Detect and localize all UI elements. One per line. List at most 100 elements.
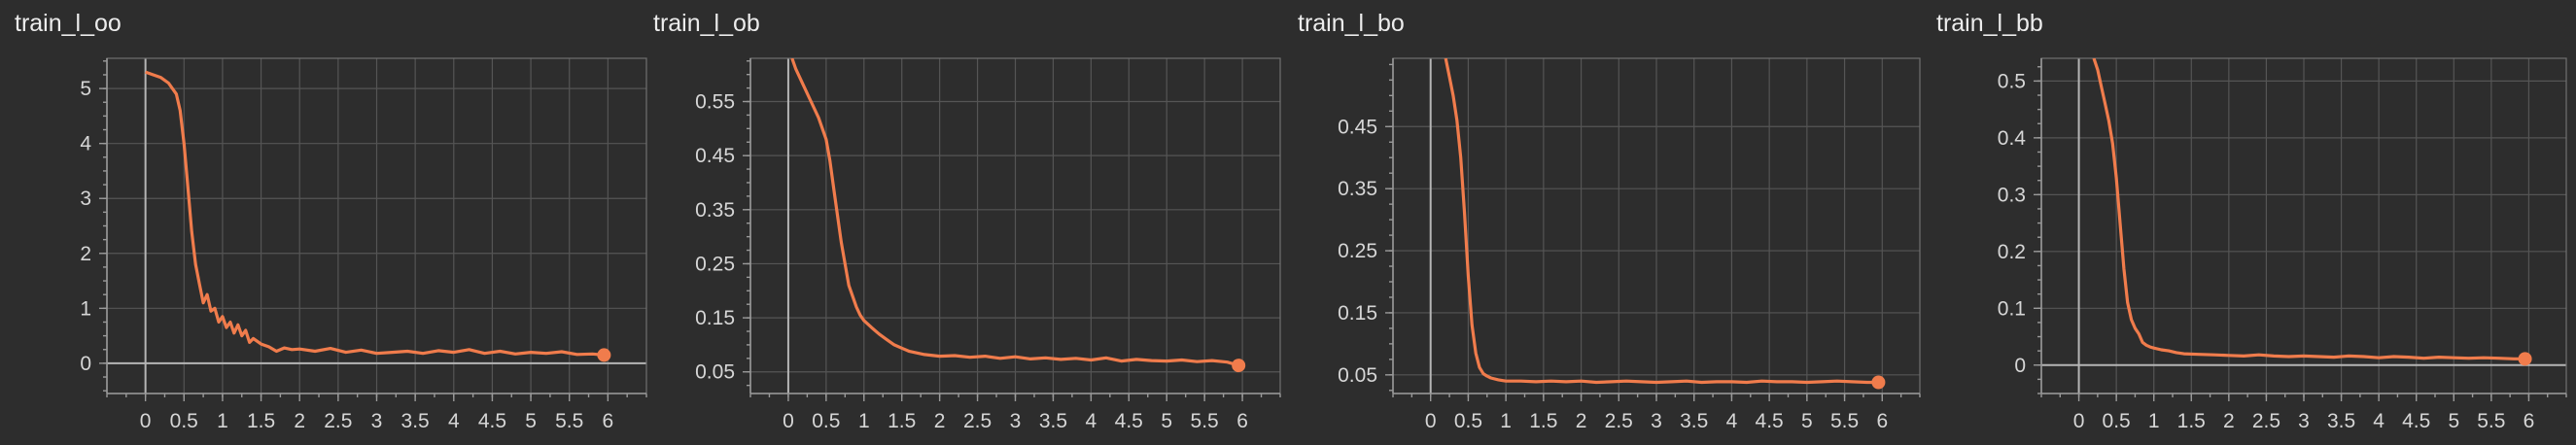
x-tick-label: 5.5 xyxy=(2477,410,2505,432)
chart-title: train_l_oo xyxy=(15,10,122,37)
line-chart-train-l-oo[interactable]: 0 0.5 1 1.5 2 2.5 3 3.5 4 4.5 5 5.5 6 0 1 2 3 4 5 xyxy=(15,0,656,445)
x-tick-label: 5.5 xyxy=(1191,410,1219,432)
x-tick-label: 4 xyxy=(1086,410,1097,432)
axes: 0 0.5 1 1.5 2 2.5 3 3.5 4 4.5 5 5.5 6 0 0.1 0.2 0.3 0.4 0.… xyxy=(1998,57,2567,432)
x-tick-label: 4 xyxy=(2373,410,2385,432)
y-tick-label: 0.05 xyxy=(1338,364,1377,387)
chart-panel-train-l-bb: train_l_bb 0 0.5 1 1.5 2 2.5 3 3.5 4 4.5 5 5.5 6 0 0.1… xyxy=(1936,0,2573,445)
x-tick-label: 3.5 xyxy=(1680,410,1708,432)
x-tick-label: 5 xyxy=(1161,410,1172,432)
x-tick-label: 4.5 xyxy=(478,410,506,432)
y-tick-label: 0.25 xyxy=(1338,240,1377,262)
y-tick-label: 1 xyxy=(80,297,91,320)
grid-lines xyxy=(1393,58,1920,394)
grid-lines xyxy=(2041,58,2566,394)
x-tick-label: 4 xyxy=(1726,410,1738,432)
series-line[interactable] xyxy=(1444,58,1879,385)
axes: 0 0.5 1 1.5 2 2.5 3 3.5 4 4.5 5 5.5 6 0.05 0.15 0.25 0.3… xyxy=(695,57,1281,432)
x-tick-label: 1 xyxy=(1500,410,1512,432)
axes: 0 0.5 1 1.5 2 2.5 3 3.5 4 4.5 5 5.5 6 0 1 2 3 4 5 xyxy=(80,57,647,432)
x-tick-label: 0 xyxy=(140,410,152,432)
chart-panel-train-l-bo: train_l_bo 0 0.5 1 1.5 2 2.5 3 3.5 4 4.5 5 5.5 6 0.05… xyxy=(1298,0,1930,445)
series-line[interactable] xyxy=(790,58,1239,367)
y-tick-label: 0.1 xyxy=(1998,297,2026,320)
x-tick-label: 6 xyxy=(2524,410,2535,432)
line-chart-train-l-ob[interactable]: 0 0.5 1 1.5 2 2.5 3 3.5 4 4.5 5 5.5 6 0.05 0.15 0.25 0.3… xyxy=(653,0,1290,445)
y-tick-label: 0 xyxy=(80,353,91,375)
x-tick-label: 2 xyxy=(934,410,946,432)
x-tick-label: 3.5 xyxy=(2327,410,2355,432)
grid-lines xyxy=(750,58,1280,394)
x-tick-label: 3 xyxy=(2298,410,2310,432)
x-tick-label: 1 xyxy=(217,410,228,432)
x-tick-label: 0 xyxy=(2073,410,2085,432)
x-tick-label: 3 xyxy=(371,410,383,432)
series-line[interactable] xyxy=(2092,58,2525,360)
y-tick-label: 5 xyxy=(80,78,91,100)
x-tick-label: 4.5 xyxy=(1115,410,1143,432)
x-tick-label: 0.5 xyxy=(2103,410,2131,432)
x-tick-label: 4 xyxy=(448,410,460,432)
x-tick-label: 1 xyxy=(2148,410,2160,432)
last-point-marker[interactable] xyxy=(597,348,611,362)
y-tick-label: 0.4 xyxy=(1998,127,2027,150)
x-tick-label: 3.5 xyxy=(1039,410,1067,432)
y-tick-label: 0.3 xyxy=(1998,184,2026,206)
y-tick-label: 0.35 xyxy=(695,199,735,222)
y-tick-label: 0.45 xyxy=(695,145,735,167)
line-chart-train-l-bo[interactable]: 0 0.5 1 1.5 2 2.5 3 3.5 4 4.5 5 5.5 6 0.05 0.15 0.25 0.3… xyxy=(1298,0,1930,445)
x-tick-label: 6 xyxy=(1236,410,1248,432)
chart-title: train_l_bo xyxy=(1298,10,1405,37)
y-tick-label: 2 xyxy=(80,243,91,265)
y-tick-label: 0.55 xyxy=(695,91,735,114)
chart-panel-train-l-oo: train_l_oo 0 0.5 1 1.5 2 2.5 3 3.5 4 4.5 5 5.5 6 0 1 2 3… xyxy=(15,0,656,445)
line-chart-train-l-bb[interactable]: 0 0.5 1 1.5 2 2.5 3 3.5 4 4.5 5 5.5 6 0 0.1 0.2 0.3 0.4 0.… xyxy=(1936,0,2573,445)
y-tick-label: 0.35 xyxy=(1338,178,1377,200)
x-tick-label: 1.5 xyxy=(888,410,916,432)
last-point-marker[interactable] xyxy=(1871,375,1886,390)
x-tick-label: 5 xyxy=(2448,410,2459,432)
x-tick-label: 1.5 xyxy=(2177,410,2206,432)
chart-title: train_l_ob xyxy=(653,10,760,37)
x-tick-label: 2.5 xyxy=(2252,410,2280,432)
x-tick-label: 3 xyxy=(1651,410,1662,432)
x-tick-label: 0.5 xyxy=(170,410,198,432)
y-tick-label: 0.2 xyxy=(1998,241,2026,263)
x-tick-label: 6 xyxy=(1876,410,1888,432)
x-tick-label: 0.5 xyxy=(812,410,840,432)
y-tick-label: 3 xyxy=(80,188,91,210)
x-tick-label: 6 xyxy=(603,410,614,432)
x-tick-label: 5 xyxy=(525,410,537,432)
series-line[interactable] xyxy=(145,70,605,357)
x-tick-label: 2.5 xyxy=(963,410,992,432)
y-tick-label: 0 xyxy=(2014,355,2026,377)
chart-title: train_l_bb xyxy=(1936,10,2043,37)
x-tick-label: 5.5 xyxy=(555,410,583,432)
x-tick-label: 0 xyxy=(1425,410,1437,432)
x-tick-label: 1.5 xyxy=(247,410,275,432)
y-tick-label: 0.15 xyxy=(695,307,735,329)
axes: 0 0.5 1 1.5 2 2.5 3 3.5 4 4.5 5 5.5 6 0.05 0.15 0.25 0.3… xyxy=(1338,57,1921,432)
last-point-marker[interactable] xyxy=(1232,359,1246,373)
last-point-marker[interactable] xyxy=(2518,352,2532,366)
grid-lines xyxy=(107,58,646,394)
y-tick-label: 0.5 xyxy=(1998,70,2026,92)
x-tick-label: 3.5 xyxy=(401,410,430,432)
y-tick-label: 0.25 xyxy=(695,253,735,275)
x-tick-label: 5 xyxy=(1801,410,1813,432)
x-tick-label: 1.5 xyxy=(1529,410,1557,432)
x-tick-label: 2 xyxy=(294,410,305,432)
chart-panel-train-l-ob: train_l_ob 0 0.5 1 1.5 2 2.5 3 3.5 4 4.5 5 5.5 6 0.05… xyxy=(653,0,1290,445)
x-tick-label: 2 xyxy=(2223,410,2235,432)
x-tick-label: 4.5 xyxy=(2402,410,2430,432)
x-tick-label: 1 xyxy=(858,410,870,432)
x-tick-label: 2.5 xyxy=(1605,410,1633,432)
x-tick-label: 4.5 xyxy=(1756,410,1784,432)
y-tick-label: 4 xyxy=(80,133,91,155)
x-tick-label: 3 xyxy=(1010,410,1022,432)
x-tick-label: 0 xyxy=(783,410,794,432)
y-tick-label: 0.45 xyxy=(1338,116,1377,138)
x-tick-label: 0.5 xyxy=(1454,410,1482,432)
x-tick-label: 2.5 xyxy=(324,410,352,432)
